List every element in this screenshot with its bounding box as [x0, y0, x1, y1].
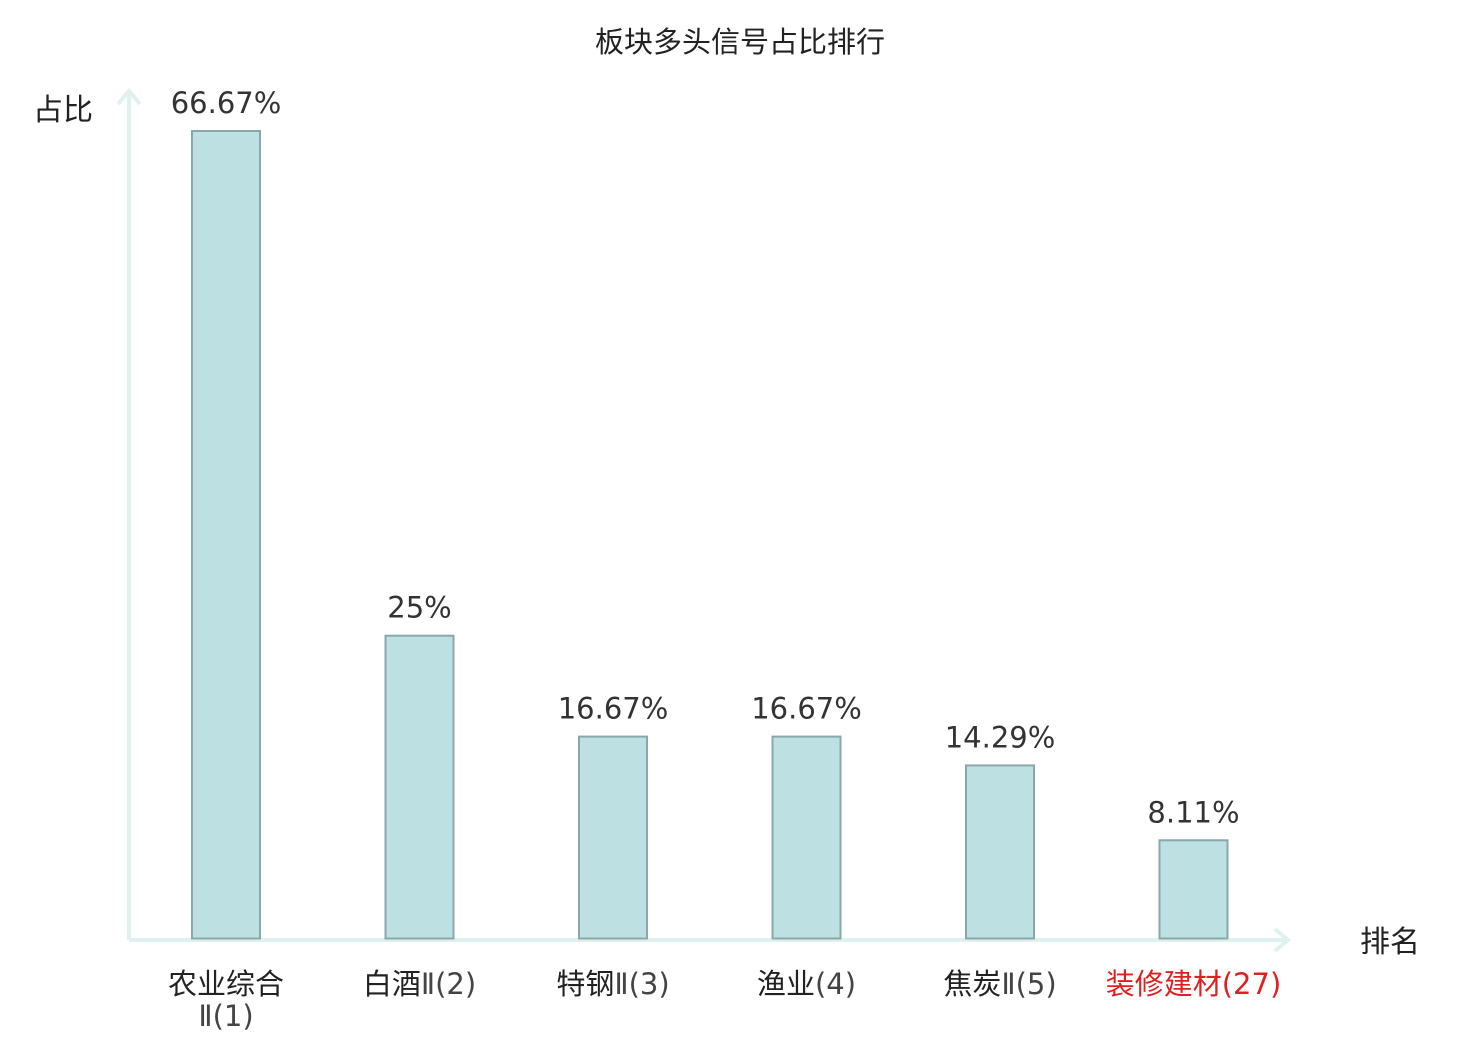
category-label-1: 农业综合 Ⅱ(1): [168, 967, 284, 1033]
category-name: 白酒: [363, 967, 421, 1001]
chart-title: 板块多头信号占比排行: [595, 25, 885, 59]
bar-6: [1158, 839, 1229, 940]
bar-4: [771, 735, 842, 940]
category-label-2: 白酒Ⅱ(2): [363, 967, 476, 1001]
value-label-3: 16.67%: [558, 692, 669, 726]
category-rank: Ⅱ(2): [421, 967, 476, 1001]
value-labels: 66.67% 25% 16.67% 16.67% 14.29% 8.11%: [171, 86, 1240, 829]
y-axis-arrow: [116, 87, 142, 106]
value-label-4: 16.67%: [751, 692, 862, 726]
category-label-3: 特钢Ⅱ(3): [556, 967, 669, 1001]
y-axis-label: 占比: [33, 93, 93, 128]
category-name: 特钢: [556, 967, 614, 1001]
category-rank: Ⅱ(1): [198, 999, 253, 1033]
bars: [191, 130, 1229, 940]
bar-3: [578, 735, 648, 940]
value-label-1: 66.67%: [171, 86, 282, 120]
bar-5: [965, 764, 1035, 940]
category-rank: (27): [1222, 967, 1282, 1001]
category-rank: Ⅱ(3): [614, 967, 669, 1001]
category-label-4: 渔业(4): [757, 967, 856, 1001]
category-name: 农业综合: [168, 967, 284, 1001]
category-labels: 农业综合 Ⅱ(1) 白酒Ⅱ(2) 特钢Ⅱ(3) 渔业(4) 焦炭Ⅱ(5) 装修建材(27): [168, 967, 1281, 1033]
value-label-6: 8.11%: [1147, 795, 1239, 829]
category-name: 装修建材: [1106, 967, 1222, 1001]
x-axis-label: 排名: [1360, 925, 1420, 960]
value-label-2: 25%: [387, 591, 451, 625]
category-rank: Ⅱ(5): [1001, 967, 1056, 1001]
axes: [116, 87, 1292, 953]
category-name: 焦炭: [943, 967, 1001, 1001]
category-name: 渔业: [757, 967, 815, 1001]
bar-2: [384, 634, 455, 940]
x-axis-arrow: [1273, 927, 1292, 953]
bar-1: [191, 130, 261, 940]
category-label-5: 焦炭Ⅱ(5): [943, 967, 1056, 1001]
category-rank: (4): [815, 967, 856, 1001]
category-label-6: 装修建材(27): [1106, 967, 1282, 1001]
value-label-5: 14.29%: [945, 720, 1056, 754]
